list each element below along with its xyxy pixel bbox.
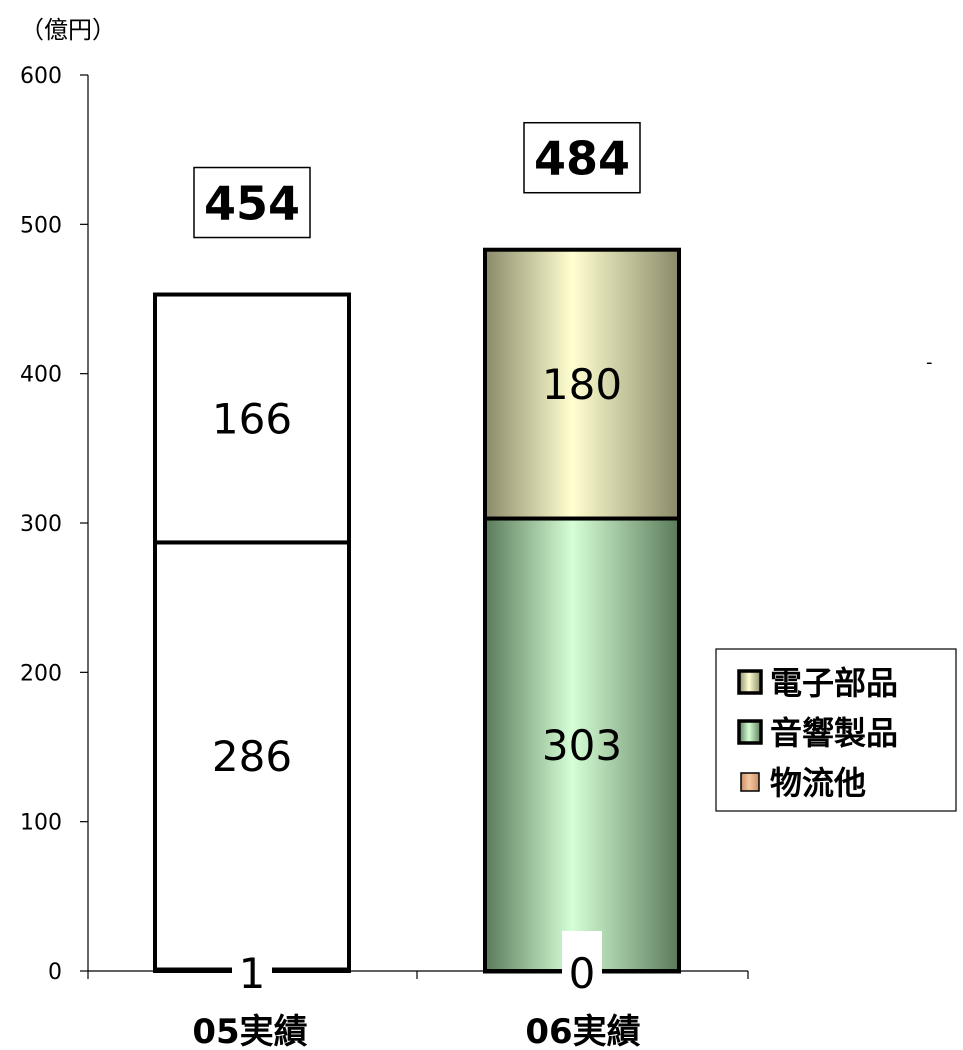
data-label: 0 [569, 949, 596, 998]
total-box [523, 121, 641, 194]
y-axis: 0 100 200 300 400 500 600 [20, 64, 749, 985]
bar-segment [483, 247, 681, 521]
y-tick-label: 200 [20, 661, 62, 686]
total-label: 484 [534, 132, 630, 186]
data-labels: 1 286 166 454 05実績 0 303 180 484 06実績 [192, 121, 641, 1050]
legend-swatch [737, 669, 763, 695]
data-label: 286 [212, 732, 292, 781]
category-label: 05実績 [192, 1012, 307, 1050]
total-box [193, 166, 311, 239]
data-label: 166 [212, 394, 292, 443]
total-label: 454 [204, 177, 300, 231]
y-tick-label: 600 [20, 64, 62, 89]
bar-segment [153, 292, 351, 545]
legend-label: 音響製品 [770, 714, 898, 752]
y-tick-label: 300 [20, 512, 62, 537]
bar-segment [483, 516, 681, 974]
data-label: 303 [542, 721, 622, 770]
legend-swatch [737, 719, 763, 745]
legend-swatch [740, 772, 760, 792]
data-label-background [562, 931, 602, 993]
y-tick-label: 400 [20, 363, 62, 388]
y-tick-label: 100 [20, 811, 62, 836]
bars [153, 247, 681, 974]
bar-segment [153, 540, 351, 972]
unit-label: （億円） [20, 16, 116, 44]
y-tick-label: 0 [48, 960, 62, 985]
stray-dash: - [926, 352, 933, 373]
legend-label: 物流他 [770, 764, 866, 802]
legend-label: 電子部品 [770, 664, 898, 702]
category-label: 06実績 [525, 1012, 640, 1050]
data-label: 1 [239, 949, 266, 998]
data-label-background [232, 931, 272, 993]
y-tick-label: 500 [20, 213, 62, 238]
data-label: 180 [542, 360, 622, 409]
